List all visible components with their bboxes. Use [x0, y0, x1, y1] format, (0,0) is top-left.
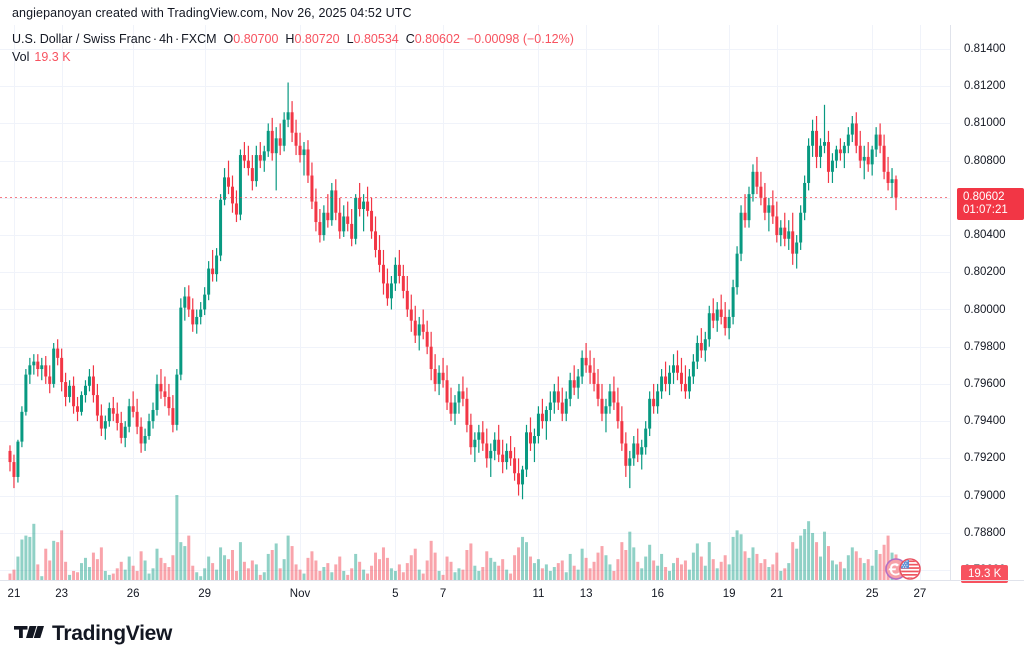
time-axis-label: 7: [439, 588, 447, 600]
price-axis-label: 0.81200: [964, 80, 1006, 93]
time-axis-label: 11: [532, 588, 545, 600]
price-axis-label: 0.81000: [964, 117, 1006, 130]
currency-flags-badge: [883, 557, 925, 581]
time-axis-label: 23: [55, 588, 69, 600]
us-flag-icon: [899, 558, 921, 580]
chart-pane[interactable]: [0, 25, 950, 580]
time-axis-label: 16: [651, 588, 665, 600]
price-axis-label: 0.79400: [964, 415, 1006, 428]
price-scale-divider: [950, 25, 951, 580]
grid-layer: [0, 25, 950, 580]
time-scale[interactable]: 21 23 26 29 Nov 5 7 11 13 16 19 21 25 27: [0, 580, 1024, 610]
time-axis-label: 19: [722, 588, 736, 600]
time-scale-divider: [0, 580, 1024, 581]
time-axis-label: 27: [913, 588, 927, 600]
price-axis-label: 0.80400: [964, 229, 1006, 242]
price-axis-label: 0.79200: [964, 452, 1006, 465]
time-axis-label: 21: [770, 588, 784, 600]
time-axis-label: 25: [865, 588, 879, 600]
time-axis-label: 26: [126, 588, 140, 600]
tradingview-logo-icon: [14, 624, 44, 645]
price-axis-label: 0.79600: [964, 377, 1006, 390]
price-axis-label: 0.78800: [964, 526, 1006, 539]
price-axis-label: 0.80800: [964, 154, 1006, 167]
bar-countdown: 01:07:21: [963, 204, 1008, 217]
time-axis-label: 5: [392, 588, 399, 600]
price-axis-label: 0.80000: [964, 303, 1006, 316]
candlestick-series-layer: [0, 25, 950, 580]
tradingview-wordmark: TradingView: [52, 622, 173, 645]
time-axis-label: Nov: [289, 588, 311, 600]
price-axis-label: 0.79800: [964, 340, 1006, 353]
price-scale[interactable]: 0.81400 0.81200 0.81000 0.80800 0.80400 0.802…: [950, 25, 1024, 583]
tradingview-footer: TradingView: [14, 622, 172, 646]
current-price-tag: 0.80602 01:07:21: [957, 188, 1024, 221]
price-axis-label: 0.80200: [964, 266, 1006, 279]
current-price-value: 0.80602: [963, 191, 1005, 204]
price-line-overlay: [0, 25, 950, 580]
volume-value-tag: 19.3 K: [961, 565, 1009, 583]
time-axis-label: 21: [7, 588, 21, 600]
attribution-text: angiepanoyan created with TradingView.co…: [12, 6, 412, 20]
time-axis-label: 29: [198, 588, 212, 600]
price-axis-label: 0.79000: [964, 489, 1006, 502]
time-axis-label: 13: [579, 588, 593, 600]
footer-divider: [0, 610, 1024, 611]
price-axis-label: 0.81400: [964, 43, 1006, 55]
